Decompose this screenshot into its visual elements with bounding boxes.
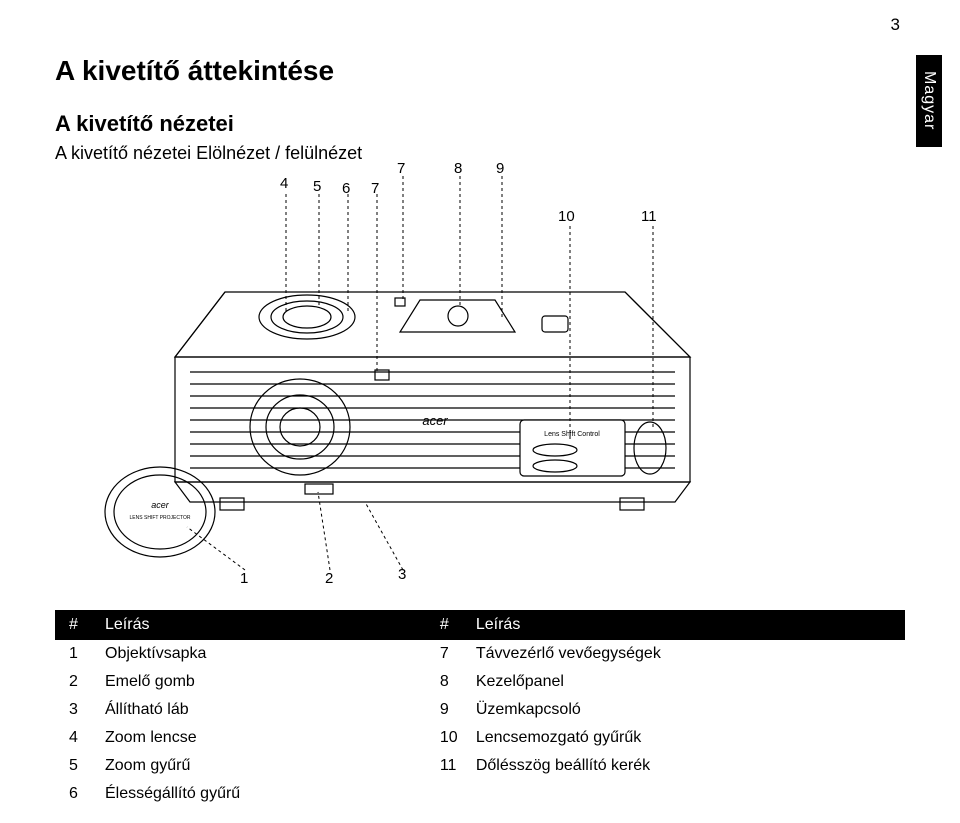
cell-d: Élességállító gyűrű — [97, 780, 426, 808]
language-tab-label: Magyar — [920, 71, 938, 130]
cell-n: 7 — [426, 640, 468, 668]
callout-6: 6 — [342, 180, 350, 197]
projector-diagram: Lens Shift Control acer LENS SHIFT PROJE… — [75, 172, 765, 592]
main-heading: A kivetítő áttekintése — [55, 55, 905, 87]
callout-5: 5 — [313, 178, 321, 195]
cell-n: 4 — [55, 724, 97, 752]
cell-d: Emelő gomb — [97, 668, 426, 696]
cell-d: Objektívsapka — [97, 640, 426, 668]
projector-svg: Lens Shift Control acer LENS SHIFT PROJE… — [75, 172, 765, 592]
cell-n: 8 — [426, 668, 468, 696]
cell-n — [426, 780, 468, 808]
svg-text:Lens Shift Control: Lens Shift Control — [544, 431, 600, 438]
callout-4: 4 — [280, 175, 288, 192]
table-row: 6 Élességállító gyűrű — [55, 780, 905, 808]
table-row: 2 Emelő gomb 8 Kezelőpanel — [55, 668, 905, 696]
callout-9: 9 — [496, 160, 504, 177]
th-desc-2: Leírás — [468, 610, 905, 640]
cell-n: 1 — [55, 640, 97, 668]
page-number: 3 — [891, 15, 900, 35]
parts-table: # Leírás # Leírás 1 Objektívsapka 7 Távv… — [55, 610, 905, 808]
cell-n: 3 — [55, 696, 97, 724]
th-num-2: # — [426, 610, 468, 640]
callout-7a: 7 — [371, 180, 379, 197]
cell-d — [468, 780, 905, 808]
callout-2: 2 — [325, 570, 333, 587]
callout-8: 8 — [454, 160, 462, 177]
svg-text:acer: acer — [151, 500, 170, 510]
callout-11: 11 — [641, 208, 657, 225]
table-row: 3 Állítható láb 9 Üzemkapcsoló — [55, 696, 905, 724]
sub-heading-1: A kivetítő nézetei — [55, 111, 905, 137]
callout-10: 10 — [558, 208, 575, 225]
cell-d: Dőlésszög beállító kerék — [468, 752, 905, 780]
callout-7b: 7 — [397, 160, 405, 177]
cell-n: 2 — [55, 668, 97, 696]
cell-d: Kezelőpanel — [468, 668, 905, 696]
cell-n: 11 — [426, 752, 468, 780]
callout-3: 3 — [398, 566, 406, 583]
th-num-1: # — [55, 610, 97, 640]
cell-d: Üzemkapcsoló — [468, 696, 905, 724]
cell-n: 5 — [55, 752, 97, 780]
svg-text:acer: acer — [422, 413, 448, 428]
cell-d: Lencsemozgató gyűrűk — [468, 724, 905, 752]
cell-n: 9 — [426, 696, 468, 724]
cell-d: Zoom lencse — [97, 724, 426, 752]
th-desc-1: Leírás — [97, 610, 426, 640]
svg-text:LENS SHIFT PROJECTOR: LENS SHIFT PROJECTOR — [130, 515, 191, 521]
cell-n: 6 — [55, 780, 97, 808]
cell-d: Zoom gyűrű — [97, 752, 426, 780]
cell-d: Távvezérlő vevőegységek — [468, 640, 905, 668]
table-header-row: # Leírás # Leírás — [55, 610, 905, 640]
table-row: 5 Zoom gyűrű 11 Dőlésszög beállító kerék — [55, 752, 905, 780]
sub-heading-2: A kivetítő nézetei Elölnézet / felülnéze… — [55, 143, 905, 164]
table-row: 1 Objektívsapka 7 Távvezérlő vevőegysége… — [55, 640, 905, 668]
callout-1: 1 — [240, 570, 248, 587]
language-tab: Magyar — [916, 55, 942, 147]
table-row: 4 Zoom lencse 10 Lencsemozgató gyűrűk — [55, 724, 905, 752]
cell-d: Állítható láb — [97, 696, 426, 724]
cell-n: 10 — [426, 724, 468, 752]
